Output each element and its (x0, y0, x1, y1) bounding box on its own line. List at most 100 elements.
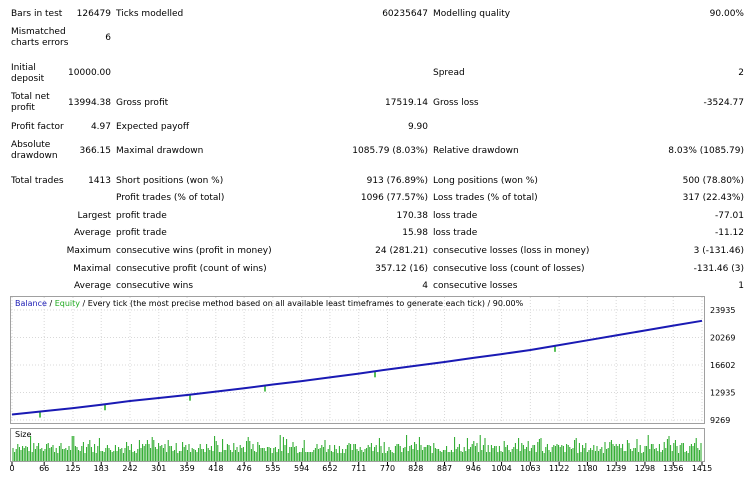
long-positions-value: 500 (78.80%) (682, 176, 744, 186)
avg-consec-wins-value: 4 (422, 281, 428, 291)
avg-consec-losses-label: consecutive losses (433, 281, 518, 291)
chart-frame (10, 296, 705, 424)
bars-in-test-label: Bars in test (11, 9, 63, 19)
maximal-consec-profit-value: 357.12 (16) (375, 264, 428, 274)
strategy-report: Bars in test 126479 Ticks modelled 60235… (11, 9, 744, 291)
x-tick-label: 946 (466, 464, 481, 473)
max-consec-losses-value: 3 (-131.46) (693, 246, 744, 256)
spread-value: 2 (738, 68, 744, 78)
x-tick-label: 1004 (491, 464, 511, 473)
mismatched-label: Mismatched charts errors (11, 27, 69, 48)
relative-drawdown-label: Relative drawdown (433, 146, 519, 156)
legend-separator: / (47, 299, 55, 308)
ticks-modelled-value: 60235647 (382, 9, 428, 19)
total-net-profit-label: Total net profit (11, 92, 50, 113)
legend-description: / Every tick (the most precise method ba… (80, 299, 524, 308)
maximal-label: Maximal (73, 264, 111, 274)
initial-deposit-label: Initial deposit (11, 63, 45, 84)
long-positions-label: Long positions (won %) (433, 176, 538, 186)
largest-loss-value: -77.01 (714, 211, 744, 221)
profit-trades-value: 1096 (77.57%) (360, 193, 428, 203)
y-tick-label: 23935 (710, 306, 735, 315)
y-tick-label: 20269 (710, 333, 735, 342)
profit-trades-label: Profit trades (% of total) (116, 193, 225, 203)
ticks-modelled-label: Ticks modelled (116, 9, 184, 19)
absolute-drawdown-value: 366.15 (79, 146, 112, 156)
chart-grid (11, 297, 704, 423)
loss-trades-label: Loss trades (% of total) (433, 193, 538, 203)
largest-profit-label: profit trade (116, 211, 167, 221)
x-tick-label: 887 (437, 464, 452, 473)
x-tick-label: 1415 (692, 464, 712, 473)
average-label: Average (74, 228, 111, 238)
x-tick-label: 828 (408, 464, 423, 473)
gross-loss-label: Gross loss (433, 98, 479, 108)
x-tick-label: 418 (208, 464, 223, 473)
average-loss-label: loss trade (433, 228, 478, 238)
y-tick-label: 16602 (710, 361, 735, 370)
chart-legend: Balance / Equity / Every tick (the most … (15, 299, 524, 308)
x-tick-label: 1063 (520, 464, 540, 473)
x-tick-label: 770 (380, 464, 395, 473)
largest-loss-label: loss trade (433, 211, 478, 221)
max-consec-wins-label: consecutive wins (profit in money) (116, 246, 272, 256)
x-tick-label: 0 (10, 464, 15, 473)
average-profit-label: profit trade (116, 228, 167, 238)
x-tick-label: 125 (65, 464, 80, 473)
x-tick-label: 359 (179, 464, 194, 473)
initial-deposit-value: 10000.00 (68, 68, 111, 78)
short-positions-label: Short positions (won %) (116, 176, 224, 186)
max-consec-wins-value: 24 (281.21) (375, 246, 428, 256)
mismatched-value: 6 (105, 33, 111, 43)
legend-equity: Equity (55, 299, 81, 308)
average-profit-value: 15.98 (402, 228, 428, 238)
y-tick-label: 9269 (710, 416, 730, 425)
y-tick-label: 12935 (710, 389, 735, 398)
balance-graph-svg: Balance / Equity / Every tick (the most … (9, 296, 735, 473)
expected-payoff-value: 9.90 (407, 122, 428, 132)
short-positions-value: 913 (76.89%) (366, 176, 428, 186)
x-tick-label: 711 (351, 464, 366, 473)
maximal-drawdown-label: Maximal drawdown (116, 146, 204, 156)
total-trades-value: 1413 (88, 176, 111, 186)
x-tick-label: 594 (294, 464, 309, 473)
average2-label: Average (74, 281, 111, 291)
y-axis-ticks: 23935 20269 16602 12935 9269 (710, 306, 735, 425)
x-tick-label: 1356 (663, 464, 683, 473)
largest-label: Largest (77, 211, 111, 221)
x-tick-label: 1298 (635, 464, 655, 473)
total-trades-label: Total trades (11, 176, 64, 186)
modelling-quality-label: Modelling quality (433, 9, 511, 19)
x-tick-label: 652 (322, 464, 337, 473)
x-tick-label: 66 (39, 464, 49, 473)
total-net-profit-value: 13994.38 (68, 98, 111, 108)
largest-profit-value: 170.38 (396, 211, 429, 221)
x-tick-label: 535 (265, 464, 280, 473)
balance-graph: Balance / Equity / Every tick (the most … (9, 296, 746, 475)
avg-consec-wins-label: consecutive wins (116, 281, 194, 291)
maximal-drawdown-value: 1085.79 (8.03%) (352, 146, 428, 156)
maximal-consec-profit-label: consecutive profit (count of wins) (116, 264, 267, 274)
avg-consec-losses-value: 1 (738, 281, 744, 291)
legend-balance: Balance (15, 299, 47, 308)
x-tick-label: 1122 (549, 464, 569, 473)
max-consec-losses-label: consecutive losses (loss in money) (433, 246, 590, 256)
maximal-consec-loss-value: -131.46 (3) (693, 264, 744, 274)
profit-factor-value: 4.97 (90, 122, 111, 132)
gross-loss-value: -3524.77 (703, 98, 744, 108)
x-tick-label: 1180 (577, 464, 597, 473)
x-tick-label: 476 (236, 464, 251, 473)
x-tick-label: 183 (94, 464, 109, 473)
average-loss-value: -11.12 (714, 228, 744, 238)
maximum-label: Maximum (66, 246, 111, 256)
size-label: Size (15, 430, 32, 439)
gross-profit-value: 17519.14 (385, 98, 428, 108)
spread-label: Spread (433, 68, 465, 78)
loss-trades-value: 317 (22.43%) (682, 193, 744, 203)
x-tick-label: 1239 (606, 464, 626, 473)
bars-in-test-value: 126479 (76, 9, 111, 19)
profit-factor-label: Profit factor (11, 122, 64, 132)
relative-drawdown-value: 8.03% (1085.79) (668, 146, 744, 156)
modelling-quality-value: 90.00% (709, 9, 744, 19)
x-axis-ticks: 0 66 125 183 242 301 359 418 476 535 594 652 711 770 8… (9, 462, 712, 473)
